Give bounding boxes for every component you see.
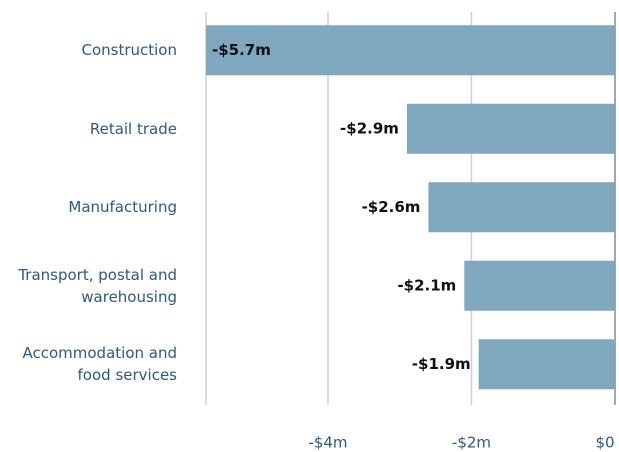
- bar: [478, 339, 615, 390]
- bar: [428, 182, 615, 233]
- value-label: -$5.7m: [212, 41, 271, 59]
- x-tick-label: -$2m: [452, 434, 491, 452]
- bar: [206, 25, 615, 76]
- bar: [406, 103, 615, 154]
- value-label: -$2.9m: [340, 119, 399, 137]
- category-label: Accommodation and food services: [22, 344, 177, 385]
- x-tick-label: -$4m: [308, 434, 347, 452]
- bar: [464, 260, 615, 311]
- category-label: Manufacturing: [68, 198, 177, 217]
- category-label: Transport, postal and warehousing: [18, 265, 177, 306]
- value-label: -$1.9m: [412, 355, 471, 373]
- x-tick-label: $0: [595, 434, 614, 452]
- category-label: Retail trade: [89, 119, 177, 138]
- category-label: Construction: [81, 41, 177, 60]
- value-label: -$2.6m: [362, 198, 421, 216]
- value-label: -$2.1m: [397, 276, 456, 294]
